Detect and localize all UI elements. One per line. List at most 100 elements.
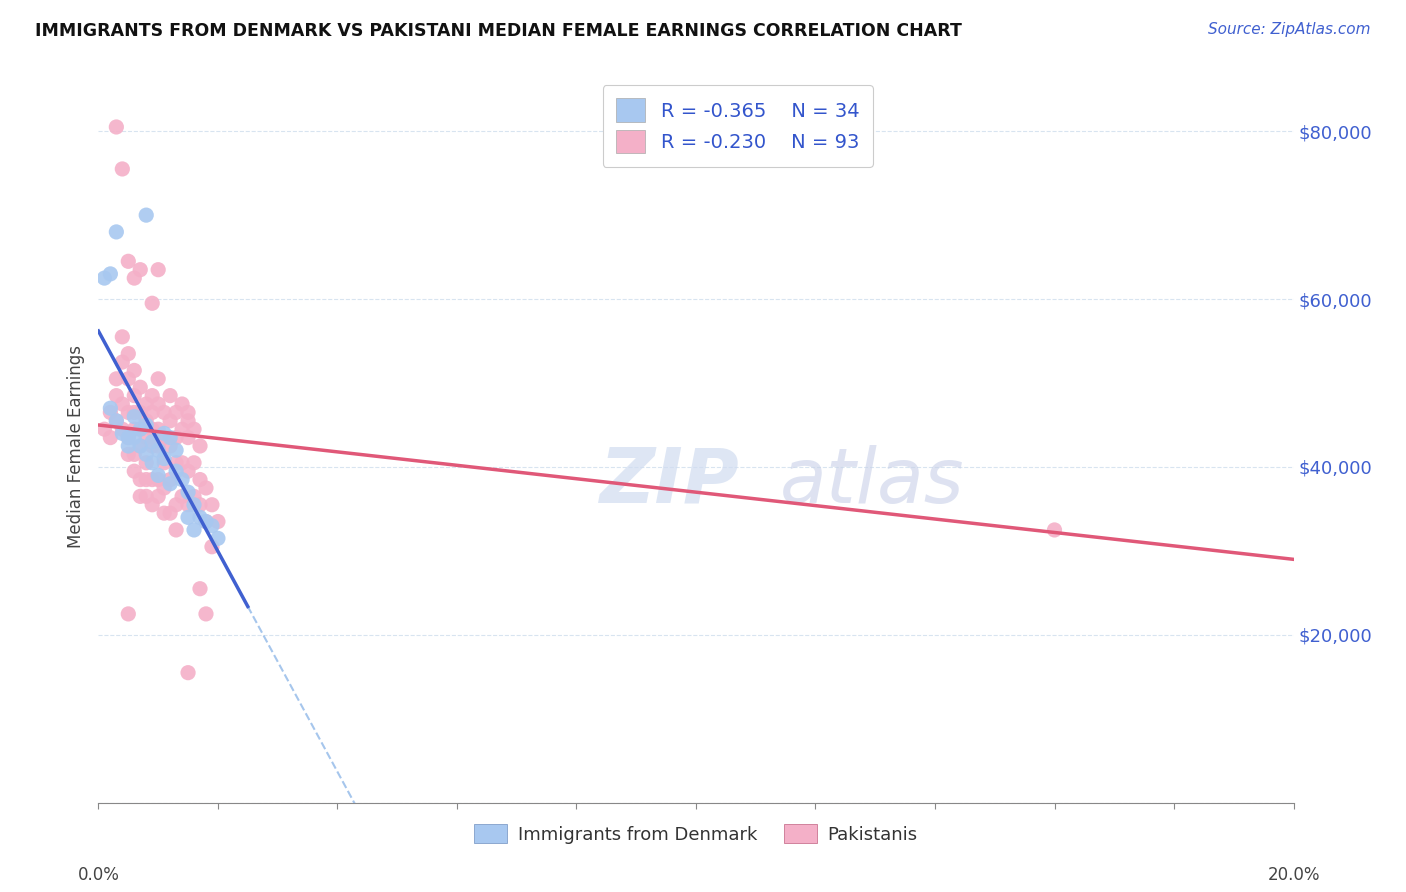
Point: [141, 456, 163, 470]
Point: [105, 372, 128, 386]
Text: 20.0%: 20.0%: [1267, 866, 1320, 884]
Point: [98, 267, 122, 281]
Point: [159, 476, 181, 491]
Point: [177, 414, 200, 428]
Point: [207, 515, 229, 529]
Point: [165, 464, 187, 478]
Point: [105, 414, 128, 428]
Point: [172, 456, 194, 470]
Point: [153, 506, 176, 520]
Point: [117, 346, 139, 360]
Point: [148, 422, 170, 436]
Legend: Immigrants from Denmark, Pakistanis: Immigrants from Denmark, Pakistanis: [467, 817, 925, 851]
Point: [188, 510, 211, 524]
Point: [177, 510, 200, 524]
Text: 0.0%: 0.0%: [77, 866, 120, 884]
Point: [165, 405, 187, 419]
Point: [117, 372, 139, 386]
Point: [117, 431, 139, 445]
Point: [165, 498, 187, 512]
Point: [135, 447, 157, 461]
Point: [129, 439, 152, 453]
Point: [141, 405, 163, 419]
Point: [117, 447, 139, 461]
Point: [195, 515, 218, 529]
Point: [124, 409, 146, 424]
Point: [105, 414, 128, 428]
Point: [98, 431, 122, 445]
Point: [117, 405, 139, 419]
Point: [159, 473, 181, 487]
Point: [172, 473, 194, 487]
Point: [129, 380, 152, 394]
Point: [129, 262, 152, 277]
Point: [124, 363, 146, 377]
Point: [153, 451, 176, 466]
Point: [177, 665, 200, 680]
Point: [148, 468, 170, 483]
Point: [124, 405, 146, 419]
Point: [177, 485, 200, 500]
Point: [105, 120, 128, 134]
Point: [165, 456, 187, 470]
Point: [141, 296, 163, 310]
Point: [172, 489, 194, 503]
Point: [153, 481, 176, 495]
Point: [183, 456, 205, 470]
Text: IMMIGRANTS FROM DENMARK VS PAKISTANI MEDIAN FEMALE EARNINGS CORRELATION CHART: IMMIGRANTS FROM DENMARK VS PAKISTANI MED…: [35, 22, 962, 40]
Point: [135, 456, 157, 470]
Text: ZIP: ZIP: [600, 445, 740, 518]
Point: [105, 389, 128, 403]
Point: [105, 225, 128, 239]
Point: [117, 431, 139, 445]
Point: [117, 607, 139, 621]
Point: [201, 540, 224, 554]
Point: [135, 414, 157, 428]
Point: [153, 426, 176, 441]
Text: atlas: atlas: [779, 445, 965, 518]
Point: [177, 405, 200, 419]
Point: [129, 405, 152, 419]
Point: [141, 422, 163, 436]
Point: [135, 489, 157, 503]
Point: [159, 506, 181, 520]
Point: [111, 397, 134, 411]
Point: [188, 439, 211, 453]
Point: [188, 473, 211, 487]
Point: [172, 397, 194, 411]
Point: [195, 515, 218, 529]
Point: [141, 498, 163, 512]
Point: [124, 464, 146, 478]
Point: [135, 208, 157, 222]
Point: [207, 532, 229, 546]
Point: [129, 439, 152, 453]
Point: [201, 518, 224, 533]
Point: [159, 414, 181, 428]
Point: [141, 439, 163, 453]
Point: [153, 405, 176, 419]
Point: [183, 489, 205, 503]
Point: [1043, 523, 1066, 537]
Point: [129, 422, 152, 436]
Point: [124, 431, 146, 445]
Point: [148, 489, 170, 503]
Point: [159, 431, 181, 445]
Point: [117, 254, 139, 268]
Text: Source: ZipAtlas.com: Source: ZipAtlas.com: [1208, 22, 1371, 37]
Point: [148, 473, 170, 487]
Point: [153, 456, 176, 470]
Point: [148, 443, 170, 458]
Point: [172, 422, 194, 436]
Point: [148, 262, 170, 277]
Point: [129, 422, 152, 436]
Point: [159, 439, 181, 453]
Point: [153, 431, 176, 445]
Point: [124, 271, 146, 285]
Point: [111, 161, 134, 176]
Point: [124, 389, 146, 403]
Point: [201, 498, 224, 512]
Point: [188, 582, 211, 596]
Point: [141, 473, 163, 487]
Y-axis label: Median Female Earnings: Median Female Earnings: [66, 344, 84, 548]
Point: [129, 473, 152, 487]
